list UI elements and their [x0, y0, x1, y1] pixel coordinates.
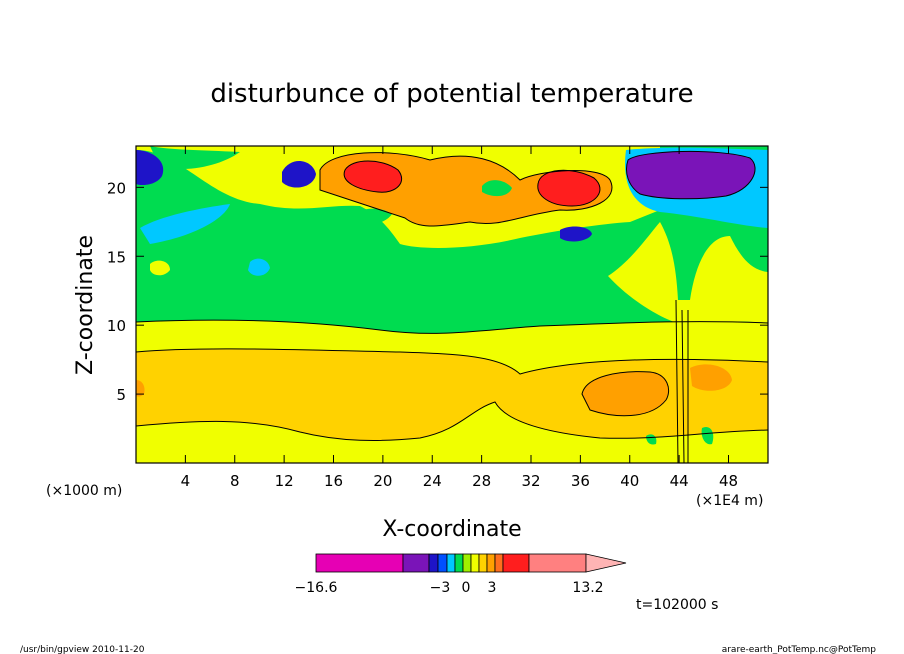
x-tick-label: 4 [181, 472, 191, 490]
footer-left: /usr/bin/gpview 2010-11-20 [20, 645, 145, 654]
colorbar-tick-label: −3 [430, 580, 451, 596]
colorbar-segment [486, 553, 496, 573]
region-blue-lower [560, 226, 592, 242]
x-tick-label: 12 [275, 472, 294, 490]
x-tick-label: 20 [373, 472, 392, 490]
contour-lines [136, 150, 768, 463]
chart-title: disturbunce of potential temperature [210, 79, 693, 109]
x-tick-label: 40 [620, 472, 639, 490]
y-tick-label: 10 [107, 317, 126, 335]
region-red-core-1 [344, 161, 402, 193]
colorbar-segment [437, 553, 448, 573]
region-green-small-2 [345, 208, 392, 226]
region-cyan-patch [248, 258, 270, 276]
colorbar-segment [454, 553, 464, 573]
region-green-small-1 [482, 180, 512, 197]
upper-anomalies [136, 146, 768, 276]
region-orange-plume-2 [690, 364, 732, 391]
time-label: t=102000 s [636, 597, 718, 613]
region-orange-edge [136, 380, 145, 397]
colorbar-segment [446, 553, 456, 573]
x-tick-label: 36 [571, 472, 590, 490]
colorbar-ticks: −3 0 3 [430, 580, 497, 596]
colorbar-segment [315, 553, 404, 573]
y-axis: 5 10 15 20 [107, 179, 768, 404]
x-axis-label: X-coordinate [382, 517, 521, 542]
x-tick-label: 48 [719, 472, 738, 490]
colorbar-tick-label: 0 [462, 580, 471, 596]
region-blue-left [136, 150, 164, 186]
region-yellow-patch [150, 260, 170, 276]
colorbar-segment [502, 553, 530, 573]
x-tick-label: 44 [670, 472, 689, 490]
colorbar-segment [494, 553, 504, 573]
footer-right: arare-earth_PotTemp.nc@PotTemp [722, 645, 877, 654]
colorbar-max-label: 13.2 [572, 580, 603, 596]
region-yellow-plume [608, 222, 768, 324]
region-green-bottom-2 [701, 426, 714, 445]
region-red-core-2 [537, 170, 600, 206]
region-purple-right [626, 151, 756, 199]
colorbar-segment [470, 553, 480, 573]
x-tick-label: 28 [472, 472, 491, 490]
colorbar-segment [462, 553, 472, 573]
x-tick-label: 32 [521, 472, 540, 490]
x-unit-right: (×1E4 m) [696, 493, 763, 509]
y-tick-label: 20 [107, 179, 126, 197]
x-unit-left: (×1000 m) [46, 483, 122, 499]
y-tick-label: 5 [116, 386, 126, 404]
colorbar [315, 553, 627, 573]
y-tick-label: 15 [107, 248, 126, 266]
colorbar-segment [478, 553, 488, 573]
colorbar-min-label: −16.6 [295, 580, 338, 596]
region-orange-plume [582, 371, 669, 416]
region-green-patch [150, 146, 240, 170]
x-tick-label: 8 [230, 472, 240, 490]
x-axis: 4 8 12 16 20 24 28 32 36 40 44 48 [181, 146, 738, 490]
x-tick-label: 16 [324, 472, 343, 490]
region-cyan-left [140, 204, 230, 244]
y-axis-label: Z-coordinate [73, 235, 98, 375]
eastern-plume [136, 222, 768, 445]
colorbar-segment [402, 553, 430, 573]
colorbar-segment [528, 553, 587, 573]
contour-field [136, 146, 768, 463]
colorbar-segment [428, 553, 439, 573]
band-lower-gold [136, 348, 768, 441]
region-blue-center [282, 160, 316, 188]
colorbar-extend-arrow [585, 553, 627, 573]
colorbar-tick-label: 3 [488, 580, 497, 596]
x-tick-label: 24 [423, 472, 442, 490]
plot-frame [135, 145, 769, 464]
